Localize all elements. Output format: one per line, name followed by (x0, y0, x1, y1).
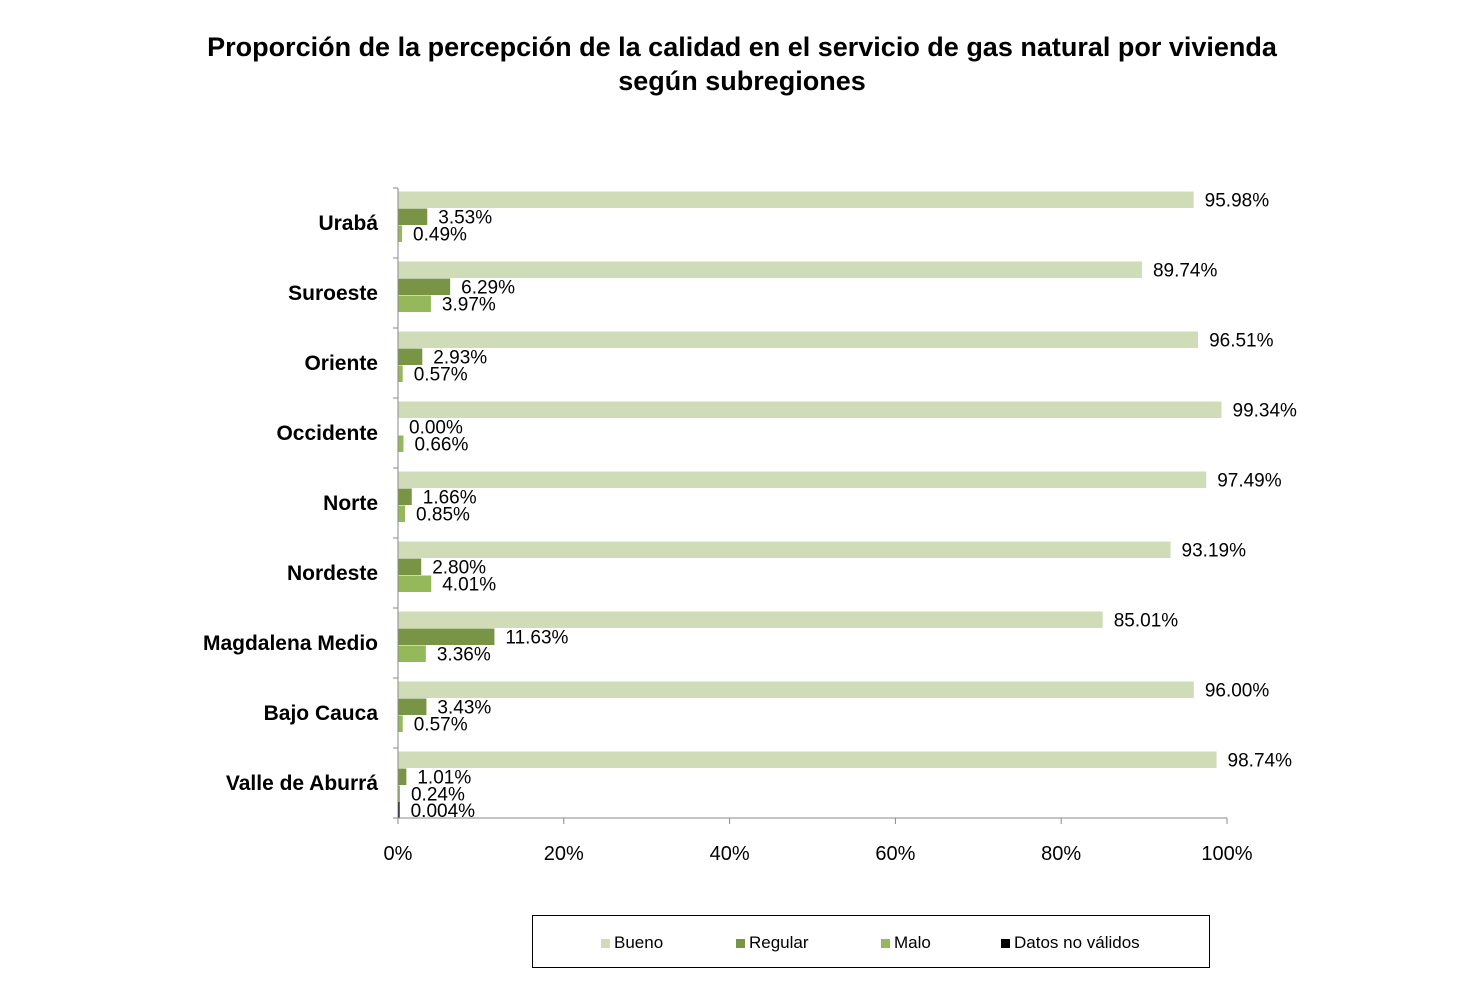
bar-malo-bajo-cauca (398, 715, 403, 732)
data-label-malo-bajo-cauca: 0.57% (414, 714, 468, 735)
legend-label: Regular (749, 933, 809, 952)
category-label-valle-de-aburr: Valle de Aburrá (226, 772, 378, 795)
data-label-regular-occidente: 0.00% (409, 417, 463, 438)
legend-label: Malo (894, 933, 931, 952)
bar-malo-oriente (398, 365, 403, 382)
bar-bueno-occidente (398, 401, 1222, 418)
data-label-malo-magdalena-medio: 3.36% (437, 644, 491, 665)
legend-swatch (881, 938, 890, 948)
bar-regular-norte (398, 488, 412, 505)
data-label-malo-urab: 0.49% (413, 224, 467, 245)
bar-bueno-magdalena-medio (398, 611, 1103, 628)
chart-title-line2: según subregiones (618, 66, 866, 96)
legend-swatch (601, 938, 610, 948)
legend-item-bueno: Bueno (601, 933, 664, 952)
category-label-magdalena-medio: Magdalena Medio (203, 632, 378, 655)
bar-regular-urab (398, 208, 428, 225)
bar-regular-suroeste (398, 278, 451, 295)
data-label-malo-oriente: 0.57% (414, 364, 468, 385)
data-label-malo-occidente: 0.66% (414, 434, 468, 455)
bar-regular-bajo-cauca (398, 698, 427, 715)
category-label-nordeste: Nordeste (287, 562, 378, 585)
chart-legend: Bueno Regular Malo Datos no válidos (532, 915, 1210, 968)
data-label-regular-norte: 1.66% (423, 487, 477, 508)
data-label-regular-magdalena-medio: 11.63% (505, 627, 568, 648)
data-label-bueno-norte: 97.49% (1217, 470, 1282, 491)
bar-bueno-oriente (398, 331, 1199, 348)
data-label-malo-suroeste: 3.97% (442, 294, 496, 315)
bar-bueno-suroeste (398, 261, 1142, 278)
legend-item-datos-no-v-lidos: Datos no válidos (1001, 933, 1140, 952)
bar-malo-suroeste (398, 295, 431, 312)
data-label-regular-suroeste: 6.29% (461, 277, 515, 298)
legend-swatch (1001, 938, 1010, 948)
bar-bueno-bajo-cauca (398, 681, 1194, 698)
category-label-occidente: Occidente (276, 422, 378, 445)
data-label-regular-bajo-cauca: 3.43% (437, 697, 491, 718)
data-label-bueno-occidente: 99.34% (1233, 400, 1298, 421)
data-label-malo-norte: 0.85% (416, 504, 470, 525)
data-label-bueno-oriente: 96.51% (1209, 330, 1274, 351)
data-label-datos-no-v-lidos-valle-de-aburr: 0.004% (411, 801, 476, 822)
x-tick-label-3: 60% (875, 843, 915, 865)
bar-malo-nordeste (398, 575, 432, 592)
bar-regular-valle-de-aburr (398, 768, 407, 785)
category-label-bajo-cauca: Bajo Cauca (264, 702, 379, 725)
category-label-suroeste: Suroeste (288, 282, 378, 305)
bar-malo-occidente (398, 435, 404, 452)
data-label-bueno-urab: 95.98% (1205, 190, 1270, 211)
data-label-regular-valle-de-aburr: 1.01% (417, 767, 471, 788)
category-label-oriente: Oriente (304, 352, 378, 375)
legend-item-regular: Regular (736, 933, 809, 952)
category-label-norte: Norte (323, 492, 378, 515)
data-label-regular-oriente: 2.93% (433, 347, 487, 368)
bar-regular-nordeste (398, 558, 422, 575)
x-tick-label-5: 100% (1201, 843, 1252, 865)
data-label-regular-urab: 3.53% (438, 207, 492, 228)
data-label-bueno-suroeste: 89.74% (1153, 260, 1218, 281)
data-label-malo-nordeste: 4.01% (442, 574, 496, 595)
data-label-bueno-bajo-cauca: 96.00% (1205, 680, 1270, 701)
bar-bueno-norte (398, 471, 1207, 488)
legend-label: Datos no válidos (1014, 933, 1140, 952)
bar-malo-norte (398, 505, 406, 522)
bar-malo-valle-de-aburr (398, 785, 400, 802)
data-label-regular-nordeste: 2.80% (432, 557, 486, 578)
bar-regular-oriente (398, 348, 423, 365)
legend-item-malo: Malo (881, 933, 931, 952)
x-tick-label-1: 20% (544, 843, 584, 865)
chart-title-line1: Proporción de la percepción de la calida… (207, 32, 1277, 62)
legend-swatch (736, 938, 745, 948)
bar-malo-magdalena-medio (398, 645, 426, 662)
bar-bueno-urab (398, 191, 1194, 208)
chart-title: Proporción de la percepción de la calida… (0, 30, 1484, 98)
data-label-bueno-nordeste: 93.19% (1182, 540, 1247, 561)
data-label-bueno-valle-de-aburr: 98.74% (1228, 750, 1293, 771)
data-label-bueno-magdalena-medio: 85.01% (1114, 610, 1179, 631)
bar-datos-no-v-lidos-valle-de-aburr (398, 802, 400, 819)
x-tick-label-2: 40% (710, 843, 750, 865)
data-label-malo-valle-de-aburr: 0.24% (411, 784, 465, 805)
legend-label: Bueno (614, 933, 664, 952)
x-tick-label-0: 0% (384, 843, 413, 865)
bar-bueno-nordeste (398, 541, 1171, 558)
bar-bueno-valle-de-aburr (398, 751, 1217, 768)
bar-regular-magdalena-medio (398, 628, 495, 645)
category-label-urab: Urabá (318, 212, 378, 235)
bar-malo-urab (398, 225, 403, 242)
x-tick-label-4: 80% (1041, 843, 1081, 865)
